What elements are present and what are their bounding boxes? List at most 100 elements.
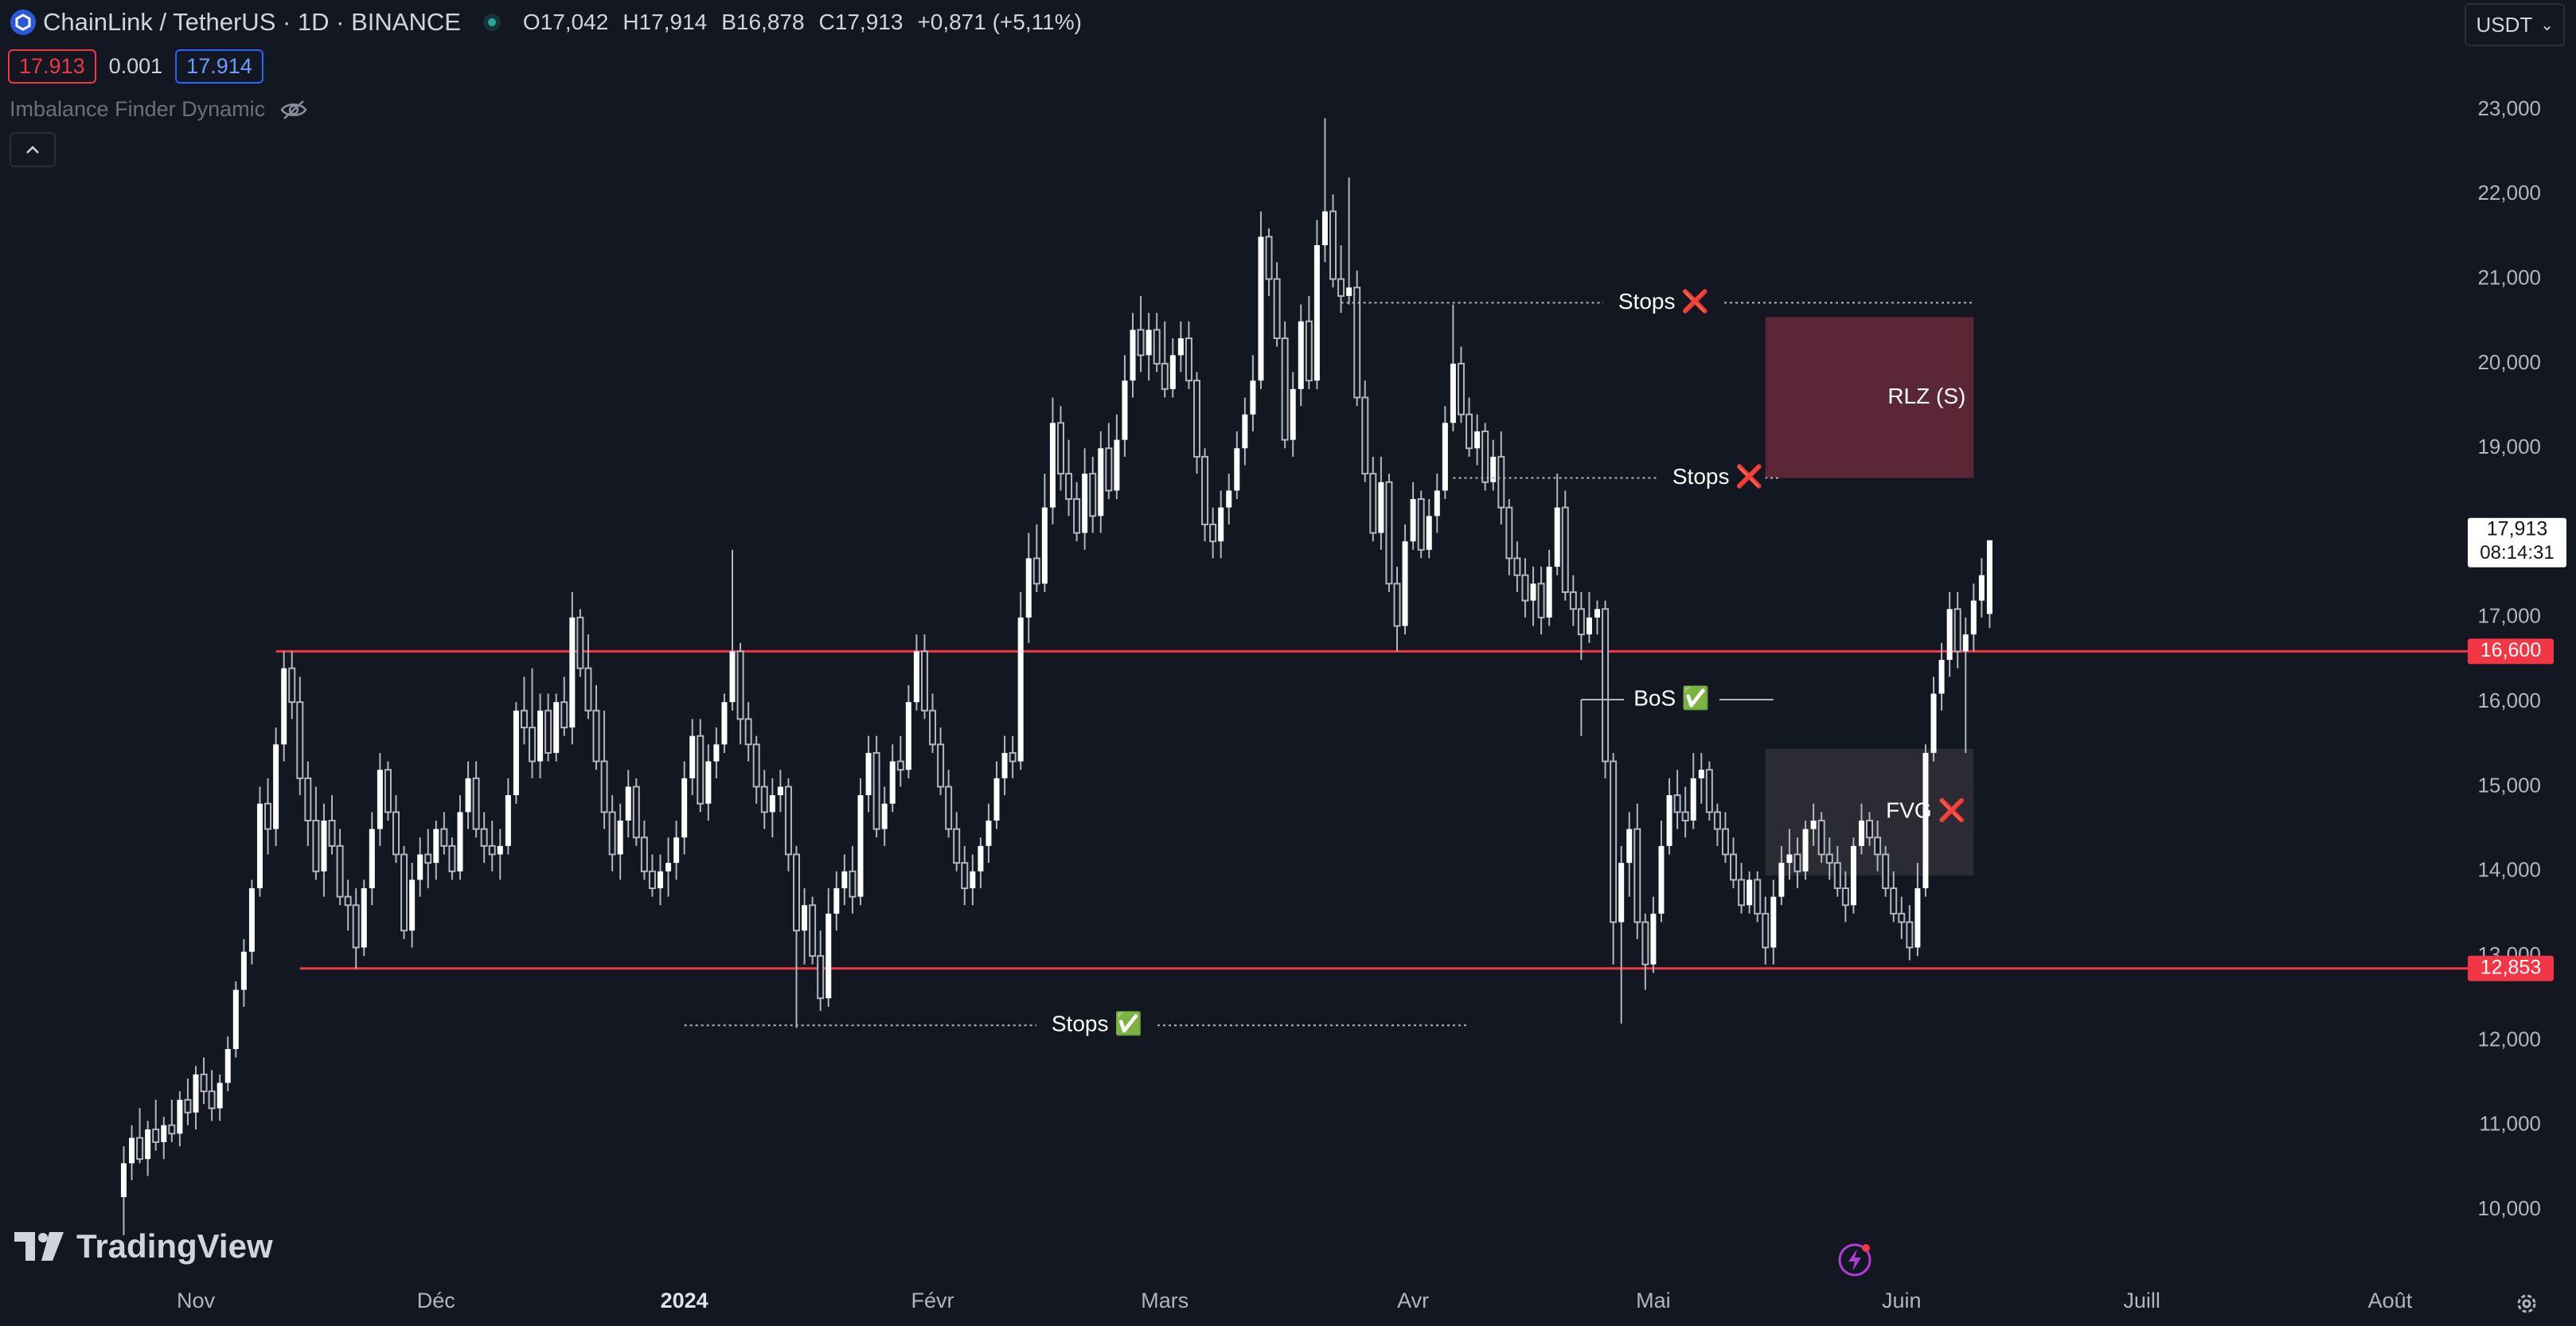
candle-body[interactable] [1922,752,1929,889]
candle-body[interactable] [281,668,287,745]
candle-body[interactable] [168,1124,176,1135]
candle-body[interactable] [608,811,616,856]
candle-body[interactable] [817,955,825,1000]
candle-body[interactable] [1481,430,1489,483]
candle-body[interactable] [1298,321,1304,389]
candle-body[interactable] [1193,380,1200,458]
candle-body[interactable] [120,1163,127,1198]
candle-body[interactable] [1747,879,1753,906]
candle-body[interactable] [1065,473,1073,501]
candle-body[interactable] [978,845,984,872]
candle-body[interactable] [1513,557,1521,576]
candle-body[interactable] [665,863,672,872]
candle-body[interactable] [129,1137,135,1164]
candle-body[interactable] [513,710,519,796]
candle-body[interactable] [136,1137,144,1160]
candle-body[interactable] [1673,794,1681,813]
candle-body[interactable] [1321,211,1328,246]
candle-body[interactable] [1962,634,1969,652]
candle-body[interactable] [986,820,992,846]
candle-body[interactable] [344,895,352,907]
candle-body[interactable] [1146,330,1152,356]
candle-body[interactable] [1442,423,1448,491]
candle-body[interactable] [1082,474,1088,533]
candle-body[interactable] [1001,752,1008,778]
candle-body[interactable] [1546,567,1552,618]
candle-body[interactable] [600,760,608,813]
candle-body[interactable] [1833,862,1841,890]
candle-body[interactable] [256,803,263,889]
candle-body[interactable] [809,904,817,957]
candle-body[interactable] [673,837,680,864]
candle-body[interactable] [1457,362,1465,415]
candle-body[interactable] [721,702,728,745]
candle-body[interactable] [1938,660,1945,694]
candle-body[interactable] [744,718,752,746]
candle-body[interactable] [1762,912,1770,949]
candle-body[interactable] [920,650,928,712]
buy-price-button[interactable]: 17.914 [175,49,263,84]
candle-body[interactable] [1250,380,1256,415]
candle-body[interactable] [1369,473,1377,534]
candle-body[interactable] [1650,913,1657,965]
candle-body[interactable] [970,871,976,889]
candle-body[interactable] [1353,287,1361,399]
candle-body[interactable] [288,667,296,704]
candle-body[interactable] [1626,829,1633,864]
candle-body[interactable] [152,1129,160,1143]
candle-body[interactable] [1474,431,1481,449]
candle-body[interactable] [713,744,720,762]
candle-body[interactable] [1882,853,1890,890]
candle-body[interactable] [1738,879,1746,907]
candle-body[interactable] [312,819,320,872]
indicator-name[interactable]: Imbalance Finder Dynamic [10,97,266,121]
candle-body[interactable] [617,820,623,855]
candle-body[interactable] [1402,541,1408,626]
candle-body[interactable] [497,845,503,855]
candle-body[interactable] [1169,355,1176,389]
candle-body[interactable] [576,616,584,669]
candle-body[interactable] [857,795,864,897]
candle-body[interactable] [529,727,537,762]
candle-body[interactable] [736,650,744,720]
candle-body[interactable] [1185,337,1192,382]
candle-body[interactable] [1025,558,1032,618]
candle-body[interactable] [1505,506,1513,560]
candle-body[interactable] [1841,887,1849,907]
candle-body[interactable] [336,844,344,898]
candle-body[interactable] [505,795,511,846]
candle-body[interactable] [1930,693,1937,753]
candle-body[interactable] [1713,811,1721,830]
candle-body[interactable] [296,701,304,779]
candle-body[interactable] [520,709,528,729]
lightning-icon[interactable] [1836,1242,1873,1278]
candle-body[interactable] [1586,617,1592,635]
candle-body[interactable] [1666,795,1672,846]
candle-body[interactable] [553,702,560,753]
candle-body[interactable] [1681,811,1689,821]
candle-body[interactable] [752,743,760,788]
candle-body[interactable] [1466,413,1473,450]
candle-body[interactable] [705,761,712,804]
candle-body[interactable] [849,870,857,898]
candle-body[interactable] [488,844,496,856]
candle-body[interactable] [361,888,367,948]
candle-body[interactable] [1721,828,1729,856]
candle-body[interactable] [352,904,360,949]
candle-body[interactable] [1273,278,1281,340]
candle-body[interactable] [1056,422,1064,475]
candle-body[interactable] [913,651,919,703]
candle-body[interactable] [1130,330,1136,381]
candle-body[interactable] [872,751,880,830]
candle-body[interactable] [1754,879,1762,915]
candle-body[interactable] [369,829,375,889]
candle-body[interactable] [729,651,736,703]
candle-body[interactable] [777,786,783,796]
candle-body[interactable] [1385,481,1393,585]
candle-body[interactable] [1490,456,1497,482]
candle-body[interactable] [625,786,631,821]
candle-body[interactable] [1234,448,1240,491]
candle-body[interactable] [640,837,648,872]
candle-body[interactable] [802,905,808,931]
candle-body[interactable] [273,744,279,829]
